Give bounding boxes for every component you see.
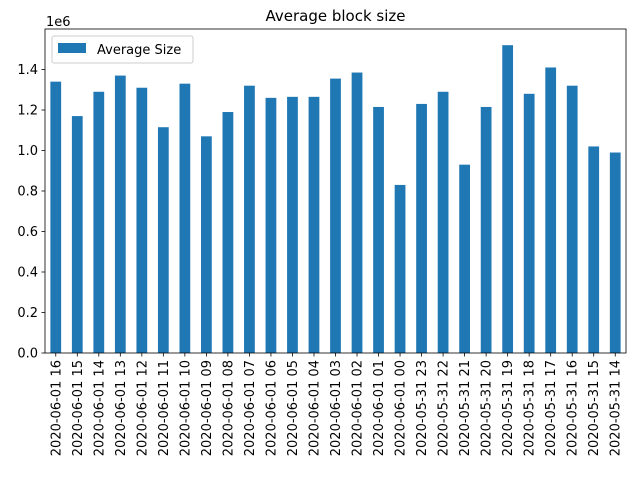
x-tick-label: 2020-06-01 01	[372, 360, 387, 456]
chart-title: Average block size	[265, 7, 405, 25]
y-tick-label: 1.2	[17, 104, 38, 119]
legend-box	[51, 35, 194, 64]
y-tick-label: 1.0	[17, 144, 38, 159]
y-tick-label: 0.8	[17, 185, 38, 200]
x-tick-label: 2020-06-01 12	[135, 360, 150, 456]
bar	[179, 83, 191, 354]
bar	[523, 93, 535, 354]
bar	[265, 97, 277, 353]
legend-swatch	[58, 43, 86, 53]
bar	[459, 164, 470, 353]
x-tick-label: 2020-05-31 15	[587, 360, 602, 456]
x-tick-label: 2020-06-01 07	[243, 360, 258, 456]
bar	[351, 72, 363, 353]
legend-label: Average Size	[97, 43, 181, 58]
y-tick-label: 0.2	[17, 306, 38, 321]
bar	[394, 184, 406, 353]
bar	[373, 106, 384, 354]
y-tick-label: 0.4	[17, 266, 38, 281]
x-tick-label: 2020-05-31 14	[609, 360, 624, 456]
x-tick-label: 2020-05-31 22	[437, 360, 452, 456]
x-tick-label: 2020-06-01 15	[71, 360, 86, 456]
bar	[480, 106, 492, 354]
x-tick-label: 2020-05-31 20	[480, 360, 495, 456]
x-tick-label: 2020-06-01 04	[307, 360, 322, 456]
bar	[136, 87, 148, 353]
bar	[437, 91, 449, 354]
x-tick-label: 2020-06-01 05	[286, 360, 301, 456]
x-tick-label: 2020-06-01 08	[221, 360, 236, 456]
y-axis: 0.0 0.2 0.4 0.6 0.8 1.0 1.2 1.4	[17, 63, 45, 362]
x-tick-label: 2020-06-01 03	[329, 360, 344, 456]
x-tick-label: 2020-06-01 02	[351, 360, 366, 456]
x-tick-label: 2020-06-01 09	[200, 360, 215, 456]
x-tick-label: 2020-06-01 11	[157, 360, 172, 456]
x-axis: 2020-06-01 16 2020-06-01 15 2020-06-01 14 2…	[49, 353, 624, 456]
x-tick-label: 2020-06-01 16	[49, 360, 64, 456]
bar	[157, 127, 169, 354]
bar	[222, 112, 234, 353]
x-tick-label: 2020-05-31 18	[523, 360, 538, 456]
y-tick-label: 0.6	[17, 225, 38, 240]
x-tick-label: 2020-06-01 00	[394, 360, 409, 456]
bar	[93, 91, 105, 354]
bar	[114, 75, 126, 353]
x-tick-label: 2020-05-31 19	[501, 360, 516, 456]
bar	[201, 136, 212, 353]
x-tick-label: 2020-05-31 21	[458, 360, 473, 456]
x-tick-label: 2020-05-31 23	[415, 360, 430, 456]
x-tick-label: 2020-06-01 14	[92, 360, 107, 456]
bar	[50, 81, 62, 354]
bar	[71, 116, 83, 353]
bars-layer	[50, 45, 621, 354]
bar	[244, 85, 255, 353]
bar	[308, 96, 320, 353]
legend: Average Size	[51, 35, 194, 64]
plot-frame	[44, 28, 627, 354]
x-tick-label: 2020-06-01 10	[178, 360, 193, 456]
x-tick-label: 2020-05-31 17	[544, 360, 559, 456]
bar	[416, 103, 427, 354]
bar	[287, 96, 298, 353]
x-tick-label: 2020-06-01 13	[114, 360, 129, 456]
bar	[330, 78, 341, 354]
bar	[566, 85, 578, 353]
bar	[588, 146, 600, 353]
bar	[609, 152, 621, 353]
y-offset-label: 1e6	[46, 15, 71, 30]
y-tick-label: 0.0	[17, 347, 38, 362]
x-tick-label: 2020-05-31 16	[566, 360, 581, 456]
bar	[545, 67, 557, 353]
bar	[502, 45, 514, 353]
x-tick-label: 2020-06-01 06	[264, 360, 279, 456]
y-tick-label: 1.4	[17, 63, 38, 78]
